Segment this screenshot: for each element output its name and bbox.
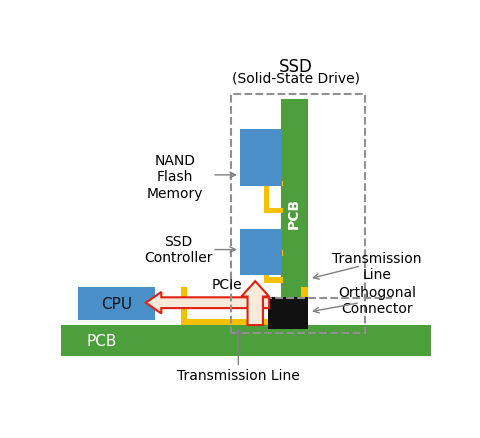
Bar — [240, 129, 282, 187]
Text: Transmission Line: Transmission Line — [177, 368, 300, 382]
Polygon shape — [146, 292, 269, 314]
Bar — [61, 325, 431, 356]
Bar — [180, 319, 308, 325]
Bar — [180, 287, 187, 325]
Bar — [264, 251, 269, 283]
Bar — [264, 182, 283, 187]
Text: SSD
Controller: SSD Controller — [144, 234, 213, 264]
Bar — [267, 297, 308, 329]
Text: (Solid-State Drive): (Solid-State Drive) — [232, 72, 360, 86]
Bar — [78, 288, 155, 320]
Text: SSD: SSD — [279, 57, 313, 75]
Text: Orthogonal
Connector: Orthogonal Connector — [338, 285, 416, 315]
Text: PCB: PCB — [86, 333, 117, 348]
Text: NAND
Flash
Memory: NAND Flash Memory — [147, 154, 204, 200]
Bar — [264, 251, 283, 256]
Text: CPU: CPU — [101, 296, 132, 311]
Bar — [264, 208, 283, 214]
Bar — [230, 95, 365, 333]
Text: PCIe: PCIe — [211, 278, 242, 292]
Bar — [301, 287, 308, 325]
Bar — [264, 182, 269, 214]
Bar — [240, 229, 282, 276]
Bar — [264, 278, 283, 283]
Text: PCB: PCB — [287, 198, 301, 229]
Polygon shape — [241, 282, 269, 325]
Text: Transmission
Line: Transmission Line — [332, 251, 421, 281]
Bar — [281, 100, 308, 327]
